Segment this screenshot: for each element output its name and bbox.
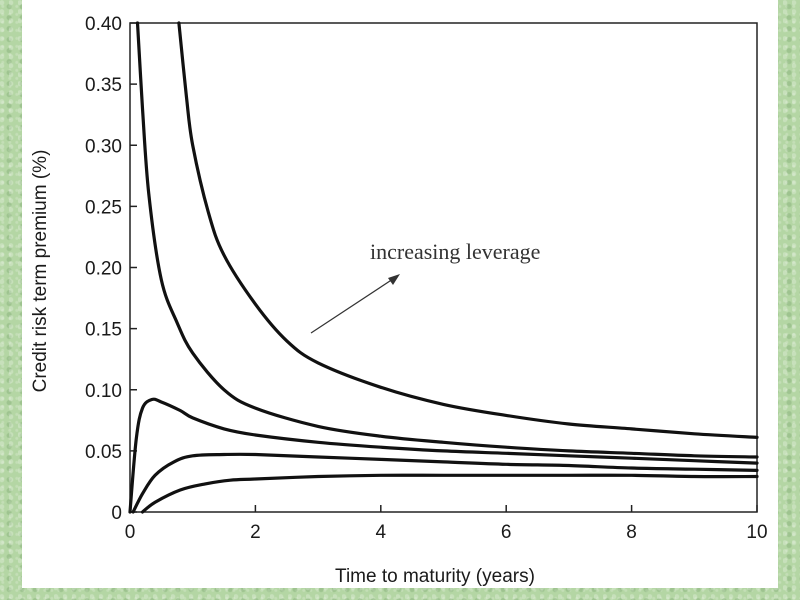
x-tick-label: 8 <box>626 522 637 543</box>
series-line-4 <box>135 21 759 459</box>
y-tick-label: 0.30 <box>85 136 122 157</box>
credit-risk-term-premium-chart: 0 2 4 6 8 10 0 0.05 0.10 0.15 0.20 0.25 0.30 0.35 0.40… <box>30 14 768 587</box>
y-tick-label: 0.10 <box>85 381 122 402</box>
y-tick-label: 0.25 <box>85 197 122 218</box>
y-tick-label: 0 <box>111 503 122 524</box>
series-line-5 <box>177 21 759 439</box>
y-tick-label: 0.40 <box>85 14 122 35</box>
y-tick-label: 0.20 <box>85 259 122 280</box>
x-tick-label: 2 <box>250 522 261 543</box>
y-axis-title: Credit risk term premium (%) <box>30 150 51 393</box>
y-tick-label: 0.15 <box>85 320 122 341</box>
series-line-2 <box>131 452 759 514</box>
y-tick-label: 0.35 <box>85 75 122 96</box>
x-axis-title: Time to maturity (years) <box>335 566 535 587</box>
x-tick-label: 4 <box>376 522 387 543</box>
x-tick-label: 10 <box>746 522 767 543</box>
series-line-1 <box>140 473 759 514</box>
series-line-3 <box>128 397 759 514</box>
chart-area: 0 2 4 6 8 10 0 0.05 0.10 0.15 0.20 0.25 0.30 0.35 0.40… <box>22 0 778 588</box>
leverage-arrow-head <box>388 274 400 285</box>
x-tick-label: 6 <box>501 522 512 543</box>
leverage-arrow-shaft <box>310 276 397 334</box>
annotation-increasing-leverage: increasing leverage <box>370 239 540 264</box>
x-tick-label: 0 <box>125 522 136 543</box>
plot-frame <box>129 22 758 513</box>
y-tick-label: 0.05 <box>85 442 122 463</box>
